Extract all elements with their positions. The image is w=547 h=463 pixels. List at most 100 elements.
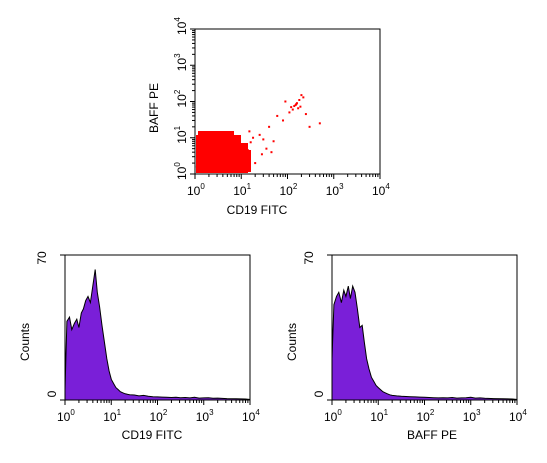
- scatter-point: [231, 146, 234, 149]
- scatter-point: [288, 111, 291, 114]
- scatter-point: [247, 149, 250, 152]
- scatter-ytick-label-2: 102: [173, 89, 189, 107]
- cd19-ticks: 100 101 102 103 104: [57, 254, 260, 424]
- scatter-point: [200, 149, 203, 152]
- scatter-point: [252, 136, 255, 139]
- scatter-point: [276, 114, 279, 117]
- scatter-point: [248, 130, 251, 133]
- scatter-point: [224, 163, 227, 166]
- scatter-point: [214, 144, 217, 147]
- scatter-dense-cluster: [196, 131, 251, 173]
- scatter-point: [260, 153, 263, 156]
- scatter-point: [230, 150, 233, 153]
- scatter-ytick-label-4: 104: [173, 17, 189, 35]
- scatter-ytick-label-3: 103: [173, 53, 189, 71]
- scatter-point: [262, 138, 265, 141]
- scatter-point: [258, 133, 261, 136]
- scatter-point: [207, 156, 210, 159]
- baff-xtick-label-4: 104: [509, 408, 527, 424]
- scatter-point: [282, 119, 285, 122]
- scatter-cluster-upper: [198, 131, 234, 136]
- scatter-point: [318, 122, 321, 125]
- scatter-point: [227, 139, 230, 142]
- scatter-point: [298, 98, 301, 101]
- scatter-xtick-label-2: 102: [280, 182, 298, 198]
- scatter-point: [205, 166, 208, 169]
- scatter-point: [216, 162, 219, 165]
- scatter-point: [242, 155, 245, 158]
- cd19-ytick-0: 0: [45, 390, 59, 397]
- baff-xtick-label-0: 100: [324, 408, 342, 424]
- scatter-point: [228, 161, 231, 164]
- cd19-ylabel: Counts: [18, 323, 32, 361]
- scatter-cluster-edge: [247, 150, 251, 172]
- scatter-point: [302, 96, 305, 99]
- scatter-point: [235, 137, 238, 140]
- scatter-point: [211, 168, 214, 171]
- scatter-point: [284, 100, 287, 103]
- scatter-point: [219, 154, 222, 157]
- scatter-point: [295, 103, 298, 106]
- scatter-xtick-label-0: 100: [187, 182, 205, 198]
- baff-ticks: 100 101 102 103 104: [324, 254, 527, 424]
- scatter-point: [299, 105, 302, 108]
- baff-ytick-0: 0: [312, 390, 326, 397]
- scatter-point: [203, 160, 206, 163]
- scatter-point: [239, 145, 242, 148]
- scatter-point: [209, 150, 212, 153]
- scatter-xlabel: CD19 FITC: [227, 203, 288, 217]
- scatter-point: [222, 152, 225, 155]
- scatter-point: [265, 147, 268, 150]
- scatter-ticks: 100 101 102 103 104 100 101 102 103 104: [173, 17, 390, 198]
- scatter-point: [229, 157, 232, 160]
- baff-ytick-70: 70: [302, 251, 316, 265]
- baff-histogram-area: [331, 284, 518, 401]
- scatter-point: [206, 140, 209, 143]
- scatter-cluster-right: [240, 143, 248, 173]
- scatter-point: [216, 147, 219, 150]
- cd19-xtick-label-3: 103: [196, 408, 214, 424]
- scatter-point: [197, 146, 200, 149]
- scatter-point: [297, 107, 300, 110]
- cd19-xlabel: CD19 FITC: [122, 428, 183, 442]
- scatter-point: [240, 151, 243, 154]
- baff-xlabel: BAFF PE: [407, 428, 457, 442]
- cd19-xtick-label-0: 100: [57, 408, 75, 424]
- scatter-point: [291, 108, 294, 111]
- baff-ylabel: Counts: [285, 323, 299, 361]
- cd19-xtick-label-1: 101: [103, 408, 121, 424]
- baff-histogram-panel: 100 101 102 103 104 0 70 BAFF PE Counts: [285, 251, 527, 442]
- scatter-point: [304, 113, 307, 116]
- scatter-point: [308, 125, 311, 128]
- scatter-xtick-label-3: 103: [326, 182, 344, 198]
- scatter-point: [272, 140, 275, 143]
- scatter-point: [226, 148, 229, 151]
- cd19-xtick-label-2: 102: [150, 408, 168, 424]
- scatter-ylabel: BAFF PE: [147, 83, 161, 133]
- scatter-point: [233, 155, 236, 158]
- scatter-point: [202, 155, 205, 158]
- scatter-point: [300, 94, 303, 97]
- cd19-ytick-70: 70: [35, 251, 49, 265]
- scatter-cluster-core: [196, 135, 241, 173]
- cd19-histogram-area: [64, 269, 251, 401]
- scatter-point: [243, 166, 246, 169]
- scatter-point: [270, 151, 273, 154]
- scatter-point: [221, 142, 224, 145]
- scatter-point: [254, 162, 257, 165]
- scatter-points: [195, 94, 321, 173]
- scatter-point: [249, 141, 252, 144]
- scatter-point: [238, 160, 241, 163]
- scatter-point: [195, 165, 198, 168]
- scatter-point: [212, 152, 215, 155]
- cd19-xtick-label-4: 104: [242, 408, 260, 424]
- cd19-histogram-panel: 100 101 102 103 104 0 70 CD19 FITC Counts: [18, 251, 260, 442]
- scatter-point: [199, 170, 202, 173]
- scatter-point: [243, 144, 246, 147]
- baff-xtick-label-2: 102: [417, 408, 435, 424]
- scatter-point: [268, 125, 271, 128]
- scatter-point: [235, 158, 238, 161]
- scatter-xtick-label-4: 104: [372, 182, 390, 198]
- scatter-point: [217, 138, 220, 141]
